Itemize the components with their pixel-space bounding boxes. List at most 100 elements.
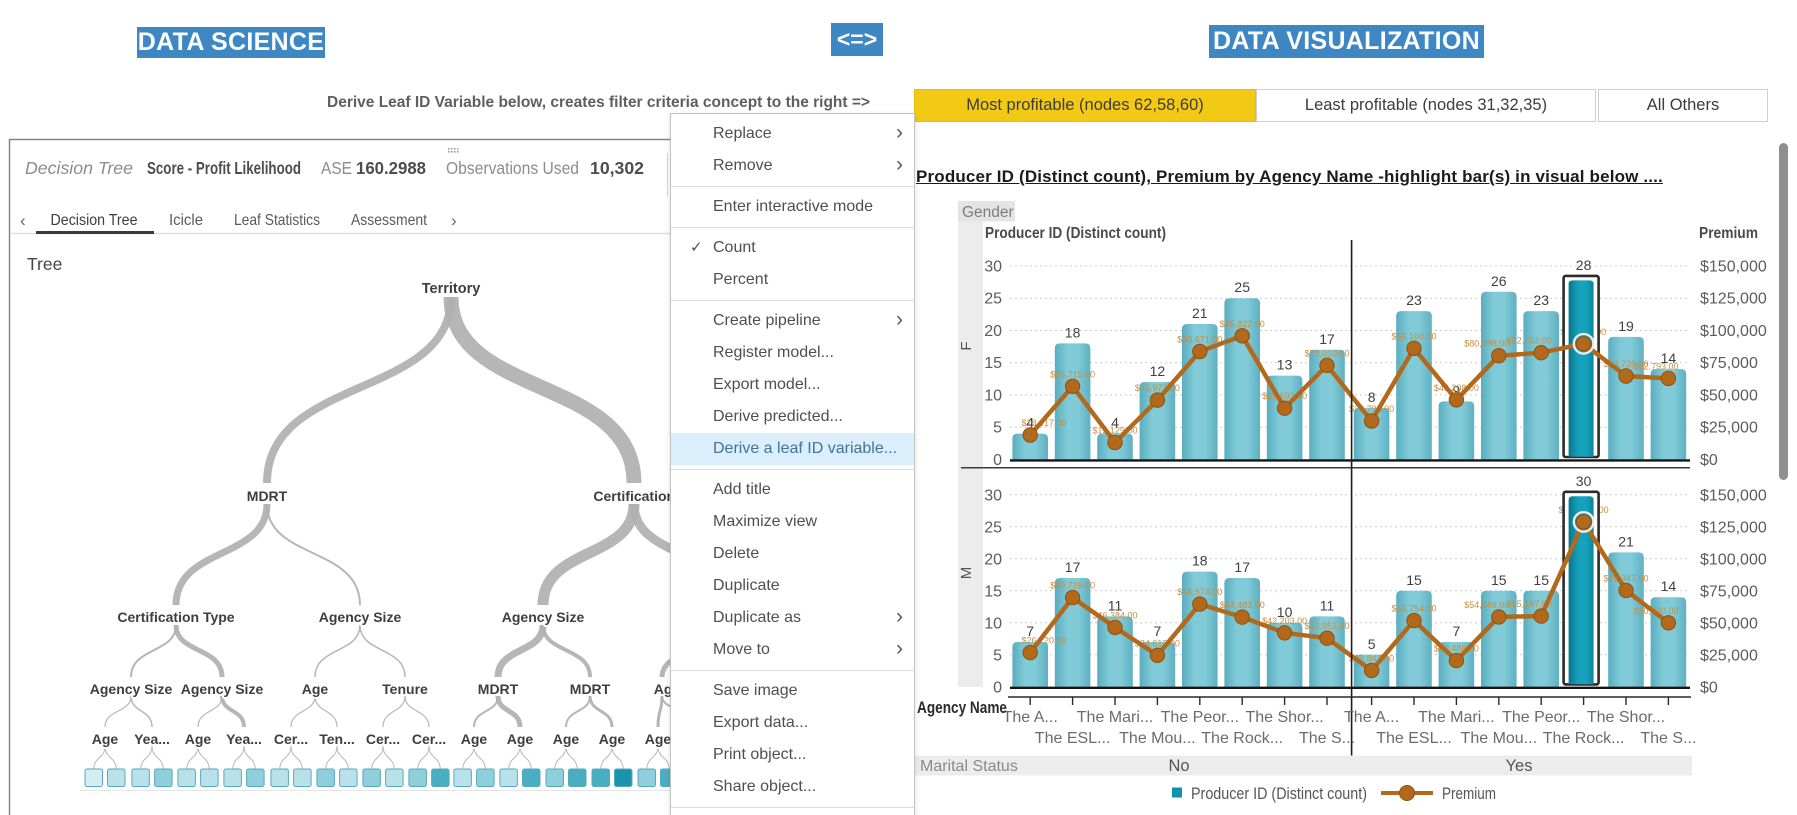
svg-text:The A...: The A... — [1344, 709, 1399, 726]
svg-text:$64,720.00: $64,720.00 — [1603, 359, 1648, 369]
svg-text:$56,715.00: $56,715.00 — [1050, 369, 1095, 379]
svg-text:The Mari...: The Mari... — [1418, 709, 1494, 726]
svg-text:$64,574.00: $64,574.00 — [1177, 587, 1222, 597]
svg-text:17: 17 — [1319, 331, 1335, 347]
svg-text:Premium: Premium — [1442, 785, 1496, 803]
svg-text:10: 10 — [1277, 604, 1293, 620]
svg-text:14: 14 — [1661, 350, 1677, 366]
svg-text:MDRT: MDRT — [478, 681, 519, 697]
svg-text:11: 11 — [1320, 597, 1335, 613]
svg-text:$95,822.00: $95,822.00 — [1220, 319, 1265, 329]
svg-text:$24,613.00: $24,613.00 — [1135, 638, 1180, 648]
svg-text:The Mari...: The Mari... — [1077, 709, 1153, 726]
svg-text:7: 7 — [1154, 623, 1162, 639]
svg-text:23: 23 — [1533, 292, 1549, 308]
svg-text:$0: $0 — [1700, 679, 1718, 696]
svg-text:5: 5 — [993, 420, 1002, 437]
svg-text:17: 17 — [1065, 559, 1081, 575]
svg-text:Agency Size: Agency Size — [502, 609, 585, 625]
svg-text:Cer...: Cer... — [412, 731, 446, 747]
svg-text:$20,486.00: $20,486.00 — [1434, 644, 1479, 654]
svg-text:$29,795.00: $29,795.00 — [1349, 404, 1394, 414]
svg-text:$45,973.00: $45,973.00 — [1135, 383, 1180, 393]
svg-text:30: 30 — [984, 487, 1002, 504]
svg-text:$25,000: $25,000 — [1700, 420, 1758, 437]
svg-text:$50,000: $50,000 — [1700, 387, 1758, 404]
svg-text:Cer...: Cer... — [274, 731, 308, 747]
svg-text:7: 7 — [1453, 623, 1461, 639]
svg-text:Agency Size: Agency Size — [90, 681, 173, 697]
svg-text:9: 9 — [1453, 382, 1461, 398]
svg-text:Producer ID (Distinct count): Producer ID (Distinct count) — [985, 225, 1166, 242]
svg-text:Leaf Statistics: Leaf Statistics — [234, 212, 320, 229]
svg-text:$125,000: $125,000 — [1700, 519, 1767, 536]
svg-text:The Peor...: The Peor... — [1161, 709, 1239, 726]
svg-text:The S...: The S... — [1299, 730, 1355, 747]
svg-text:$37,951.00: $37,951.00 — [1304, 621, 1349, 631]
svg-text:Premium: Premium — [1699, 225, 1758, 242]
svg-text:$18,917.00: $18,917.00 — [1021, 418, 1066, 428]
svg-text:13: 13 — [1277, 357, 1293, 373]
svg-text:Age: Age — [461, 731, 488, 747]
svg-text:Tree: Tree — [27, 254, 62, 274]
svg-text:Assessment: Assessment — [351, 212, 427, 229]
svg-text:Producer ID (Distinct count): Producer ID (Distinct count) — [1191, 785, 1367, 803]
svg-text:$62,793.00: $62,793.00 — [1633, 361, 1678, 371]
svg-text:Agency Name: Agency Name — [917, 699, 1007, 717]
svg-text:15: 15 — [984, 583, 1002, 600]
svg-text:$54,648.00: $54,648.00 — [1464, 600, 1509, 610]
svg-text:Age: Age — [645, 731, 672, 747]
svg-text:$42,203.00: $42,203.00 — [1262, 616, 1307, 626]
svg-text:$69,726.00: $69,726.00 — [1050, 581, 1095, 591]
svg-text:Age: Age — [185, 731, 212, 747]
svg-text:Yea...: Yea... — [134, 731, 170, 747]
svg-text:$75,000: $75,000 — [1700, 583, 1758, 600]
svg-text:14: 14 — [1661, 578, 1677, 594]
svg-text:Cer...: Cer... — [366, 731, 400, 747]
svg-text:$12,843.00: $12,843.00 — [1349, 653, 1394, 663]
svg-text:Age: Age — [599, 731, 626, 747]
svg-text:$55,197.00: $55,197.00 — [1507, 599, 1552, 609]
svg-text:$51,754.00: $51,754.00 — [1391, 604, 1436, 614]
svg-text:18: 18 — [1192, 553, 1208, 569]
svg-text:The Peor...: The Peor... — [1502, 709, 1580, 726]
svg-text:$125,000: $125,000 — [1700, 291, 1767, 308]
svg-text:Score - Profit Likelihood: Score - Profit Likelihood — [147, 158, 301, 178]
svg-text:15: 15 — [1491, 572, 1507, 588]
svg-text:$75,000: $75,000 — [1700, 355, 1758, 372]
svg-text:Tenure: Tenure — [382, 681, 428, 697]
svg-text:The Shor...: The Shor... — [1587, 709, 1665, 726]
svg-text:$39,693.00: $39,693.00 — [1262, 391, 1307, 401]
svg-text:$80,398.00: $80,398.00 — [1464, 339, 1509, 349]
svg-text:The Rock...: The Rock... — [1201, 730, 1283, 747]
svg-text:19: 19 — [1618, 318, 1634, 334]
svg-text:12: 12 — [1150, 363, 1166, 379]
svg-text:MDRT: MDRT — [247, 488, 288, 504]
svg-text:15: 15 — [984, 355, 1002, 372]
svg-text:0: 0 — [993, 452, 1002, 469]
svg-text:21: 21 — [1192, 305, 1208, 321]
svg-text:18: 18 — [1065, 324, 1081, 340]
svg-text:20: 20 — [984, 551, 1002, 568]
svg-text:The Rock...: The Rock... — [1543, 730, 1625, 747]
svg-text:Certification Type: Certification Type — [117, 609, 234, 625]
svg-text:4: 4 — [1026, 415, 1034, 431]
svg-text:30: 30 — [984, 259, 1002, 276]
svg-text:8: 8 — [1368, 389, 1376, 405]
svg-text:$13,129.00: $13,129.00 — [1092, 426, 1137, 436]
svg-text:Age: Age — [302, 681, 329, 697]
svg-text:26: 26 — [1491, 273, 1507, 289]
svg-text:Icicle: Icicle — [169, 212, 203, 229]
svg-text:$50,000: $50,000 — [1700, 615, 1758, 632]
svg-text:5: 5 — [993, 647, 1002, 664]
svg-text:10: 10 — [984, 387, 1002, 404]
svg-text:MDRT: MDRT — [570, 681, 611, 697]
svg-text:$83,671.00: $83,671.00 — [1177, 335, 1222, 345]
svg-text:F: F — [958, 341, 975, 350]
svg-text:Yes: Yes — [1506, 757, 1533, 775]
svg-text:$150,000: $150,000 — [1700, 487, 1767, 504]
svg-text:Age: Age — [92, 731, 119, 747]
svg-text:Agency Size: Agency Size — [319, 609, 402, 625]
svg-text:Age: Age — [553, 731, 580, 747]
svg-text:Observations Used: Observations Used — [446, 158, 579, 178]
